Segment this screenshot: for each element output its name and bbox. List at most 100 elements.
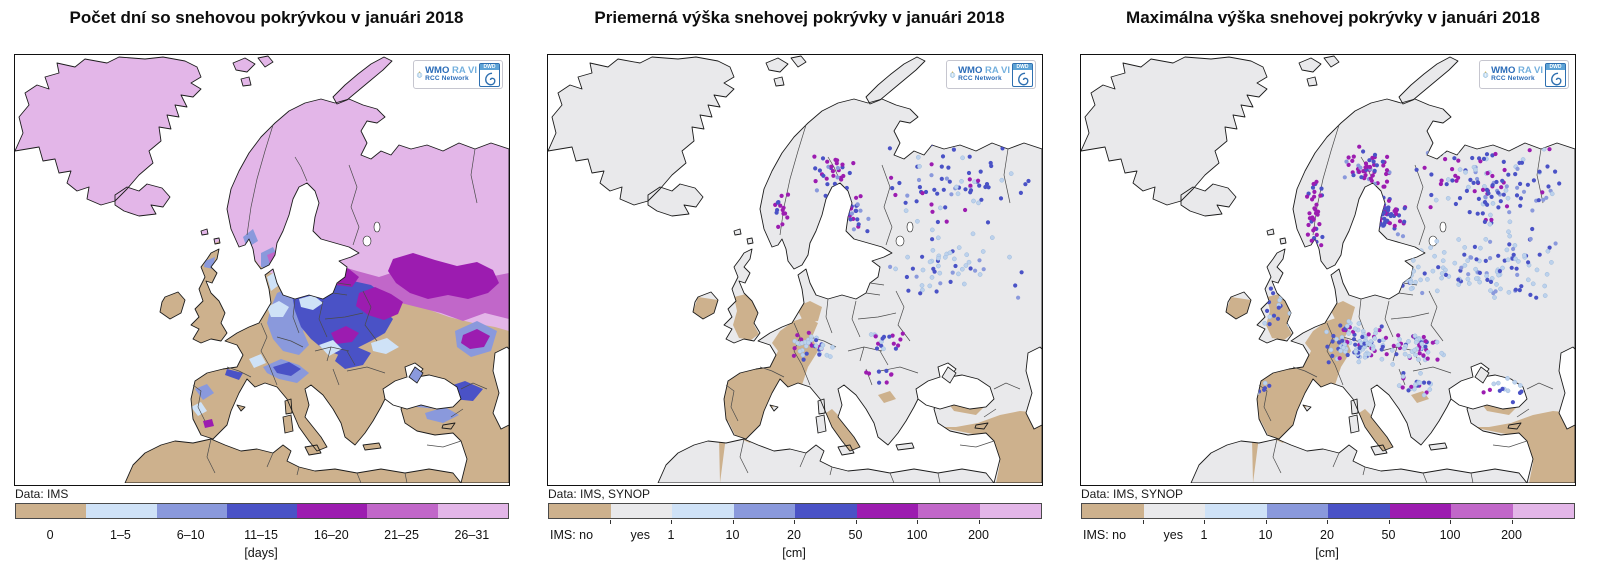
panel-title: Priemerná výška snehovej pokrývky v janu… (594, 8, 1005, 27)
legend-label: 1–5 (109, 528, 131, 542)
panel-maximum-snow-depth: Maximálna výška snehovej pokrývky v janu… (1066, 0, 1600, 574)
rcc-network-label: RCC Network (1491, 75, 1535, 83)
ra-vi-label: RA VI (1518, 65, 1543, 77)
legend-swatch (1143, 504, 1205, 518)
legend-label: 20 (787, 528, 801, 542)
dwd-label: DWD (1546, 63, 1565, 70)
wmo-emblem-icon (416, 70, 423, 78)
legend-tick (671, 519, 672, 524)
wmo-label: WMO (1491, 65, 1516, 77)
legend-swatch (1389, 504, 1451, 518)
wmo-rcc-logo: WMO RA VI RCC Network DWD (1479, 60, 1569, 89)
europe-map-snow-days: WMO RA VI RCC Network DWD (14, 54, 510, 486)
dwd-spiral-icon (1018, 72, 1029, 85)
legend-tick (1204, 519, 1205, 524)
panel-average-snow-depth: Priemerná výška snehovej pokrývky v janu… (533, 0, 1066, 574)
legend-unit-label: [cm] (782, 546, 806, 560)
legend-label: 200 (968, 528, 989, 542)
legend-colorbar (1081, 503, 1575, 519)
legend-label: 26–31 (454, 528, 490, 542)
legend-tick (1450, 519, 1451, 524)
wmo-label: WMO (425, 65, 450, 77)
map-canvas (15, 55, 509, 483)
dwd-spiral-icon (1551, 72, 1562, 85)
legend-label: 1 (667, 528, 675, 542)
ra-vi-label: RA VI (985, 65, 1010, 77)
legend-swatch (226, 504, 298, 518)
legend-tick (609, 519, 611, 524)
legend-swatch (437, 504, 508, 518)
rcc-network-label: RCC Network (958, 75, 1002, 83)
legend-swatch (1082, 504, 1144, 518)
data-source-label: Data: IMS, SYNOP (1081, 487, 1184, 501)
legend-label: IMS: no (550, 528, 594, 542)
legend-label: 50 (848, 528, 863, 542)
legend-label: 100 (1439, 528, 1461, 542)
dwd-logo: DWD (1545, 62, 1566, 87)
legend-swatch (610, 504, 672, 518)
legend-swatch (1328, 504, 1390, 518)
legend-label: 0 (46, 528, 54, 542)
legend-label: 21–25 (384, 528, 419, 542)
panel-snow-days: Počet dní so snehovou pokrývkou v január… (0, 0, 533, 574)
europe-map-svg (548, 55, 1042, 483)
legend-colorbar (548, 503, 1042, 519)
legend-tick (794, 519, 795, 524)
legend-swatch (549, 504, 611, 518)
legend-label: 50 (1381, 528, 1396, 542)
legend-tick (1388, 519, 1390, 524)
legend-label: 10 (725, 528, 740, 542)
dwd-logo: DWD (479, 62, 500, 87)
legend-label: 20 (1320, 528, 1334, 542)
wmo-label: WMO (958, 65, 983, 77)
legend-tick (917, 519, 918, 524)
europe-map-svg (15, 55, 509, 483)
legend-swatch (1451, 504, 1513, 518)
legend-swatch (297, 504, 368, 518)
wmo-rcc-logo: WMO RA VI RCC Network DWD (413, 60, 503, 89)
legend-label: 16–20 (313, 528, 349, 542)
legend-swatch (795, 504, 857, 518)
panel-title: Maximálna výška snehovej pokrývky v janu… (1126, 8, 1540, 27)
wmo-logo-text: WMO RA VI RCC Network (425, 66, 477, 83)
legend-colorbar (15, 503, 509, 519)
data-source-label: Data: IMS (15, 487, 69, 501)
panel-title: Počet dní so snehovou pokrývkou v január… (69, 8, 464, 27)
europe-map-maximum-depth: WMO RA VI RCC Network DWD (1080, 54, 1576, 486)
wmo-logo-text: WMO RA VI RCC Network (958, 66, 1010, 83)
ra-vi-label: RA VI (452, 65, 477, 77)
rcc-network-label: RCC Network (425, 75, 469, 83)
legend-label: 200 (1501, 528, 1522, 542)
legend-label: 10 (1258, 528, 1273, 542)
dwd-label: DWD (1013, 63, 1032, 70)
legend-swatch (156, 504, 227, 518)
europe-map-svg (1081, 55, 1575, 483)
europe-map-average-depth: WMO RA VI RCC Network DWD (547, 54, 1043, 486)
legend-tick (1511, 519, 1513, 524)
legend-tick (1327, 519, 1328, 524)
legend-swatch (979, 504, 1041, 518)
legend-label: IMS: no (1083, 528, 1127, 542)
legend-swatch (1205, 504, 1267, 518)
legend-swatch (672, 504, 734, 518)
legend-unit-label: [cm] (1315, 546, 1339, 560)
dwd-logo: DWD (1012, 62, 1033, 87)
legend-swatch (86, 504, 157, 518)
wmo-emblem-icon (949, 70, 956, 78)
legend-label: 1 (1200, 528, 1208, 542)
legend-label: 11–15 (244, 528, 278, 542)
dwd-label: DWD (480, 63, 499, 70)
legend-swatch (1512, 504, 1574, 518)
legend-swatch (16, 504, 87, 518)
map-canvas (1081, 55, 1575, 483)
legend-tick (978, 519, 980, 524)
legend-label: 6–10 (176, 528, 205, 542)
legend-days: 0 1–5 6–10 11–15 16–20 21–25 26–31 [days] (15, 503, 509, 571)
data-source-label: Data: IMS, SYNOP (548, 487, 651, 501)
legend-tick (732, 519, 734, 524)
legend-maximum-depth: IMS: no yes 1 10 20 50 100 200 [cm] (1081, 503, 1575, 571)
legend-label: 100 (906, 528, 928, 542)
legend-swatch (733, 504, 795, 518)
wmo-emblem-icon (1482, 70, 1489, 78)
